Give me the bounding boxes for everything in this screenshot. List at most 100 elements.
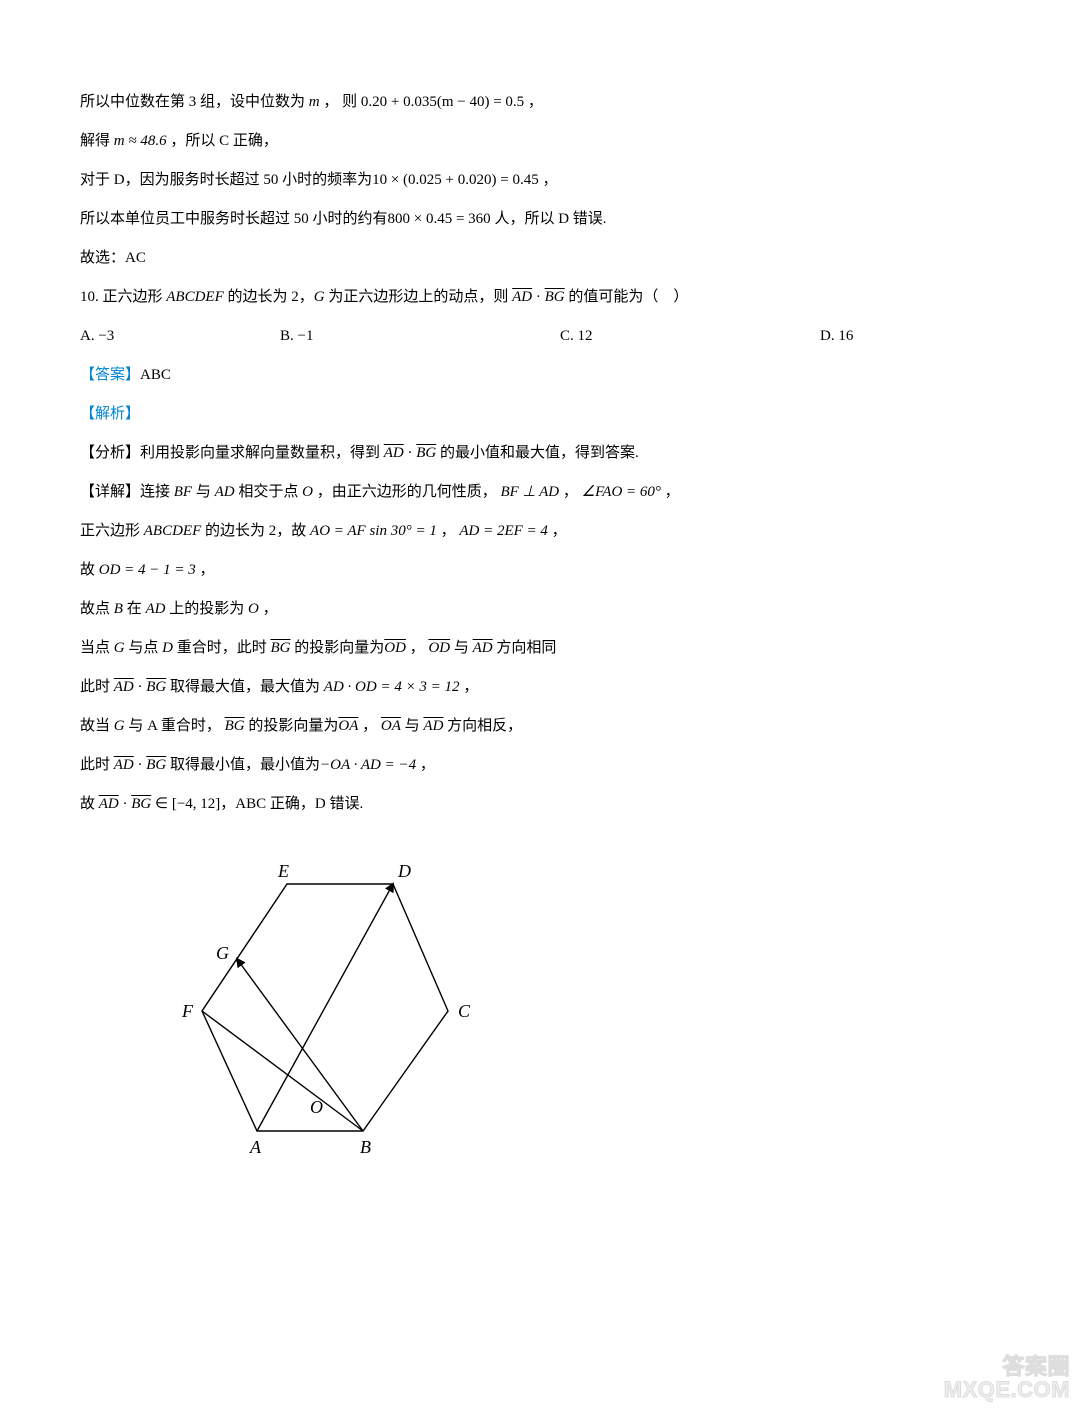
vec-ad: AD [512,289,532,305]
pt-o: O [248,601,259,617]
options-row: A. −3 B. −1 C. 12 D. 16 [80,320,1000,353]
seg-ad: AD [215,484,235,500]
pt-o: O [302,484,313,500]
vec-bg: BG [131,796,151,812]
text: 的投影向量为 [245,718,339,734]
text: ， [661,484,680,500]
watermark-line1: 答案圈 [944,1355,1070,1378]
text: 的边长为 2， [224,289,314,305]
option-b: B. −1 [280,320,560,353]
watermark-line2: MXQE.COM [944,1378,1070,1401]
answer-text: ABC [140,367,171,383]
para-median-group: 所以中位数在第 3 组，设中位数为 m ， 则 0.20 + 0.035(m −… [80,86,1000,119]
option-c: C. 12 [560,320,820,353]
text: 重合时，此时 [173,640,271,656]
hex-name: ABCDEF [144,523,202,539]
text: 与 [192,484,215,500]
text: 故 [80,562,99,578]
svg-text:D: D [397,861,411,881]
text: ， [196,562,215,578]
text: 解得 [80,133,114,149]
vec-oa: OA [338,718,358,734]
text: 取得最大值，最大值为 [166,679,324,695]
text: 对于 D，因为服务时长超过 50 小时的频率为 [80,172,372,188]
dot: · [134,679,147,695]
range: [−4, 12] [172,796,220,812]
text: 【分析】利用投影向量求解向量数量积，得到 [80,445,384,461]
text: 与 [401,718,424,734]
eq: AO = AF sin 30° = 1 [310,523,437,539]
vec-ad: AD [114,679,134,695]
watermark: 答案圈 MXQE.COM [944,1355,1070,1401]
vec-bg: BG [270,640,290,656]
text: 所以中位数在第 3 组，设中位数为 [80,94,309,110]
analysis-fx: 【分析】利用投影向量求解向量数量积，得到 AD · BG 的最小值和最大值，得到… [80,437,1000,470]
text: ， [358,718,381,734]
text: 相交于点 [235,484,303,500]
detail-7: 故当 G 与 A 重合时， BG 的投影向量为OA ， OA 与 AD 方向相反… [80,710,1000,743]
para-d-freq: 对于 D，因为服务时长超过 50 小时的频率为10 × (0.025 + 0.0… [80,164,1000,197]
text: ， [548,523,567,539]
text: 故当 [80,718,114,734]
vec-ad: AD [99,796,119,812]
text: 的值可能为（ ） [565,289,689,305]
vec-bg: BG [225,718,245,734]
option-d: D. 16 [820,320,1000,353]
text: ， [539,172,558,188]
detail-3: 故 OD = 4 − 1 = 3 ， [80,554,1000,587]
detail-8: 此时 AD · BG 取得最小值，最小值为−OA · AD = −4 ， [80,749,1000,782]
eq: OD = 4 − 1 = 3 [99,562,196,578]
eq: −OA · AD = −4 [320,757,416,773]
text: 此时 [80,679,114,695]
text: 的边长为 2，故 [201,523,310,539]
text: 当点 [80,640,114,656]
text: ，ABC 正确，D 错误. [220,796,363,812]
text: 人，所以 D 错误. [491,211,607,227]
text: ， [524,94,543,110]
text: ，所以 C 正确， [167,133,278,149]
text: 方向相反， [443,718,522,734]
text: 为正六边形边上的动点，则 [325,289,513,305]
text: 所以本单位员工中服务时长超过 50 小时的约有 [80,211,388,227]
vec-od: OD [384,640,406,656]
question-10: 10. 正六边形 ABCDEF 的边长为 2，G 为正六边形边上的动点，则 AD… [80,281,1000,314]
hexagon-figure: ABCDEFGO [140,831,1000,1184]
text: 与点 [125,640,163,656]
vec-ad: AD [114,757,134,773]
dot: · [404,445,417,461]
vec-od: OD [428,640,450,656]
vec-ad: AD [384,445,404,461]
text: 故 [80,796,99,812]
vec-bg: BG [146,679,166,695]
para-choice-ac: 故选：AC [80,242,1000,275]
text: 故点 [80,601,114,617]
perp: BF ⊥ AD [500,484,559,500]
hex-name: ABCDEF [166,289,224,305]
text: 【详解】连接 [80,484,174,500]
text: 方向相同 [493,640,557,656]
option-a: A. −3 [80,320,280,353]
vec-bg: BG [545,289,565,305]
vec-bg: BG [416,445,436,461]
svg-text:G: G [216,943,229,963]
dot: · [134,757,147,773]
dot: · [532,289,545,305]
angle: ∠FAO = 60° [582,484,661,500]
text: 与 [450,640,473,656]
eq: 0.20 + 0.035(m − 40) = 0.5 [361,94,524,110]
seg-ad: AD [145,601,165,617]
text: ， [406,640,429,656]
vec-ad: AD [473,640,493,656]
eq: AD = 2EF = 4 [459,523,548,539]
text: 10. 正六边形 [80,289,166,305]
svg-text:F: F [181,1001,194,1021]
hexagon-svg: ABCDEFGO [140,831,480,1171]
text: ， [460,679,479,695]
dot: · [119,796,132,812]
detail-2: 正六边形 ABCDEF 的边长为 2，故 AO = AF sin 30° = 1… [80,515,1000,548]
text: ∈ [151,796,172,812]
text: 上的投影为 [165,601,248,617]
var-g: G [314,289,325,305]
text: 的投影向量为 [290,640,384,656]
seg-bf: BF [174,484,192,500]
